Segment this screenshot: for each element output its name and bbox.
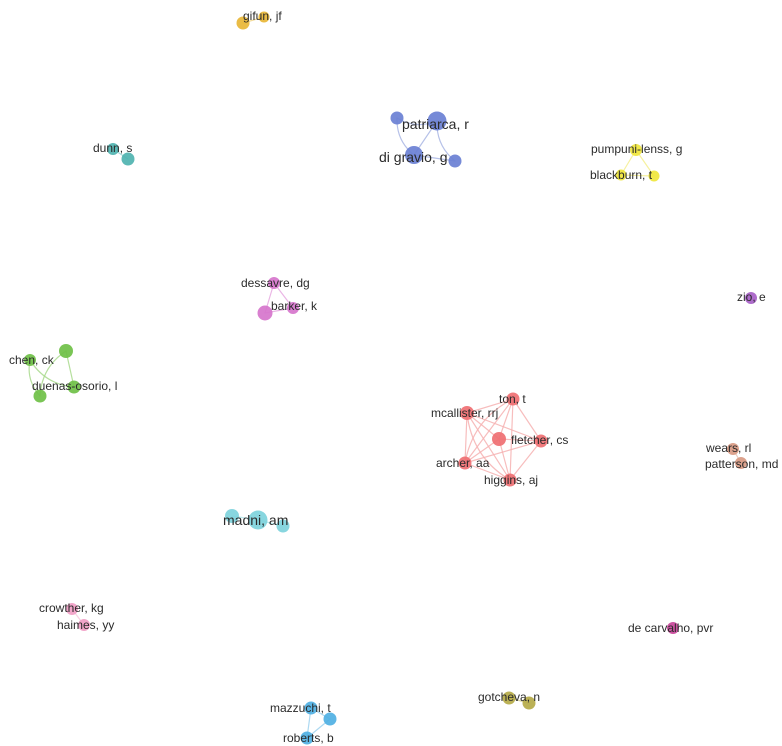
edge-pumpuni-2: [620, 174, 655, 177]
edge-mcallister-0: [466, 398, 514, 414]
author-label-crowther-1[interactable]: haimes, yy: [57, 618, 114, 632]
author-label-dessavre-0[interactable]: dessavre, dg: [241, 276, 310, 290]
node-pumpuni-2[interactable]: [648, 170, 660, 182]
author-label-dunn-0[interactable]: dunn, s: [93, 141, 132, 155]
node-gifun-1[interactable]: [258, 11, 270, 23]
author-label-chen-0[interactable]: chen, ck: [9, 353, 55, 367]
node-mcallister-2[interactable]: [492, 432, 506, 446]
node-gotcheva-0[interactable]: [502, 691, 516, 705]
author-label-patriarca-1[interactable]: di gravio, g: [379, 149, 447, 165]
edge-mcallister-14: [464, 462, 511, 481]
node-pumpuni-1[interactable]: [615, 169, 627, 181]
node-madni-1[interactable]: [248, 510, 268, 530]
author-label-mazzuchi-1[interactable]: roberts, b: [283, 731, 334, 745]
edge-mcallister-11: [498, 438, 511, 481]
node-mcallister-5[interactable]: [503, 473, 517, 487]
node-decarvalho-0[interactable]: [667, 622, 679, 634]
author-label-gifun-0[interactable]: gifun, jf: [243, 9, 282, 23]
node-madni-2[interactable]: [276, 519, 290, 533]
author-label-mcallister-0[interactable]: ton, t: [499, 392, 526, 406]
edge-mcallister-2: [512, 398, 542, 442]
edge-mcallister-13: [509, 440, 542, 481]
node-mazzuchi-2[interactable]: [300, 731, 314, 745]
node-mcallister-4[interactable]: [458, 456, 472, 470]
node-chen-3[interactable]: [67, 380, 81, 394]
author-label-dessavre-1[interactable]: barker, k: [271, 299, 318, 313]
node-chen-0[interactable]: [24, 354, 36, 366]
author-label-mcallister-4[interactable]: higgins, aj: [484, 473, 538, 487]
network-labels: gifun, jf patriarca, r di gravio, g dunn, s…: [9, 9, 778, 745]
node-wears-0[interactable]: [727, 443, 739, 455]
author-label-mazzuchi-0[interactable]: mazzuchi, t: [270, 701, 331, 715]
edge-mcallister-1: [498, 398, 514, 440]
node-chen-1[interactable]: [59, 344, 73, 358]
node-mcallister-1[interactable]: [460, 406, 474, 420]
author-label-crowther-0[interactable]: crowther, kg: [39, 601, 104, 615]
author-label-mcallister-3[interactable]: archer, aa: [436, 456, 490, 470]
author-label-zio-0[interactable]: zio, e: [737, 290, 766, 304]
author-label-mcallister-2[interactable]: fletcher, cs: [511, 433, 568, 447]
node-patriarca-1[interactable]: [427, 111, 447, 131]
edge-mcallister-6: [466, 412, 542, 442]
author-label-pumpuni-1[interactable]: blackburn, t: [590, 168, 653, 182]
node-dessavre-2[interactable]: [287, 302, 299, 314]
node-gifun-0[interactable]: [236, 16, 250, 30]
node-zio-0[interactable]: [745, 292, 757, 304]
node-mazzuchi-1[interactable]: [323, 712, 337, 726]
node-crowther-0[interactable]: [66, 603, 78, 615]
node-crowther-1[interactable]: [78, 619, 90, 631]
author-label-gotcheva-0[interactable]: gotcheva, n: [478, 690, 540, 704]
author-label-mcallister-1[interactable]: mcallister, rrj: [431, 406, 498, 420]
node-chen-2[interactable]: [33, 389, 47, 403]
edge-mcallister-12: [464, 440, 542, 464]
node-madni-0[interactable]: [225, 509, 239, 523]
author-label-chen-1[interactable]: duenas-osorio, l: [32, 379, 117, 393]
author-label-decarvalho-0[interactable]: de carvalho, pvr: [628, 621, 713, 635]
edge-mcallister-16: [466, 412, 511, 481]
node-patriarca-2[interactable]: [405, 146, 423, 164]
node-mcallister-3[interactable]: [534, 434, 548, 448]
node-mcallister-0[interactable]: [506, 392, 520, 406]
node-dessavre-0[interactable]: [268, 277, 280, 289]
node-dunn-1[interactable]: [121, 152, 135, 166]
node-wears-1[interactable]: [735, 457, 747, 469]
node-dunn-0[interactable]: [107, 143, 119, 155]
node-dessavre-1[interactable]: [257, 305, 273, 321]
author-label-pumpuni-0[interactable]: pumpuni-lenss, g: [591, 142, 682, 156]
author-label-wears-0[interactable]: wears, rl: [705, 441, 751, 455]
network-nodes: [24, 11, 757, 745]
edge-mcallister-7: [464, 412, 468, 464]
author-label-wears-1[interactable]: patterson, md: [705, 457, 778, 471]
node-mazzuchi-0[interactable]: [304, 701, 318, 715]
node-patriarca-0[interactable]: [390, 111, 404, 125]
author-label-patriarca-0[interactable]: patriarca, r: [402, 116, 469, 132]
node-pumpuni-0[interactable]: [630, 144, 642, 156]
edge-mcallister-15: [464, 398, 514, 464]
edge-mcallister-9: [498, 438, 542, 442]
author-label-madni-0[interactable]: madni, am: [223, 512, 288, 528]
node-gotcheva-1[interactable]: [522, 696, 536, 710]
node-patriarca-3[interactable]: [448, 154, 462, 168]
